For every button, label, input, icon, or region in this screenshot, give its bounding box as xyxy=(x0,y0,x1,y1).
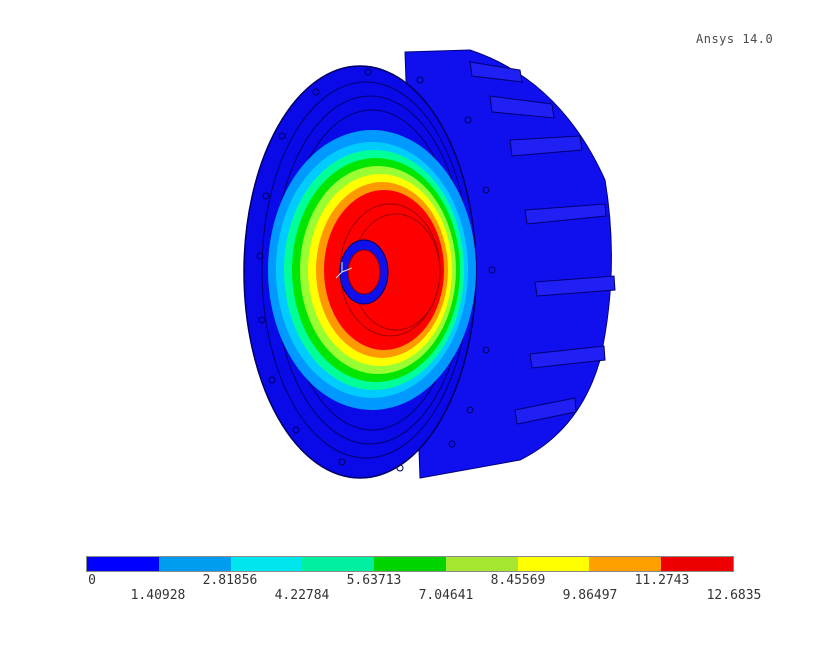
legend-color-cell xyxy=(661,557,734,571)
legend-color-cell xyxy=(87,557,159,571)
legend-label-top: 11.2743 xyxy=(634,573,690,588)
legend-color-cell xyxy=(230,557,303,571)
legend-label-bottom: 7.04641 xyxy=(418,588,474,603)
bolt-holes xyxy=(256,68,496,472)
legend-color-cell xyxy=(589,557,662,571)
legend-label-bottom: 12.6835 xyxy=(706,588,762,603)
contour-legend-bar xyxy=(86,556,734,572)
legend-label-bottom: 4.22784 xyxy=(274,588,330,603)
legend-color-cell xyxy=(302,557,375,571)
hub xyxy=(335,239,389,305)
legend-color-cell xyxy=(517,557,590,571)
legend-label-bottom: 1.40928 xyxy=(130,588,186,603)
legend-color-cell xyxy=(158,557,231,571)
legend-label-top: 2.81856 xyxy=(202,573,258,588)
cooling-fins xyxy=(469,61,616,425)
legend-color-cell xyxy=(374,557,446,571)
legend-label-top: 0 xyxy=(88,573,96,588)
legend-label-top: 8.45569 xyxy=(490,573,546,588)
legend-label-bottom: 9.86497 xyxy=(562,588,618,603)
axis-triad-icon xyxy=(335,262,353,279)
version-label: Ansys 14.0 xyxy=(696,32,774,46)
legend-color-cell xyxy=(445,557,518,571)
legend-label-top: 5.63713 xyxy=(346,573,402,588)
